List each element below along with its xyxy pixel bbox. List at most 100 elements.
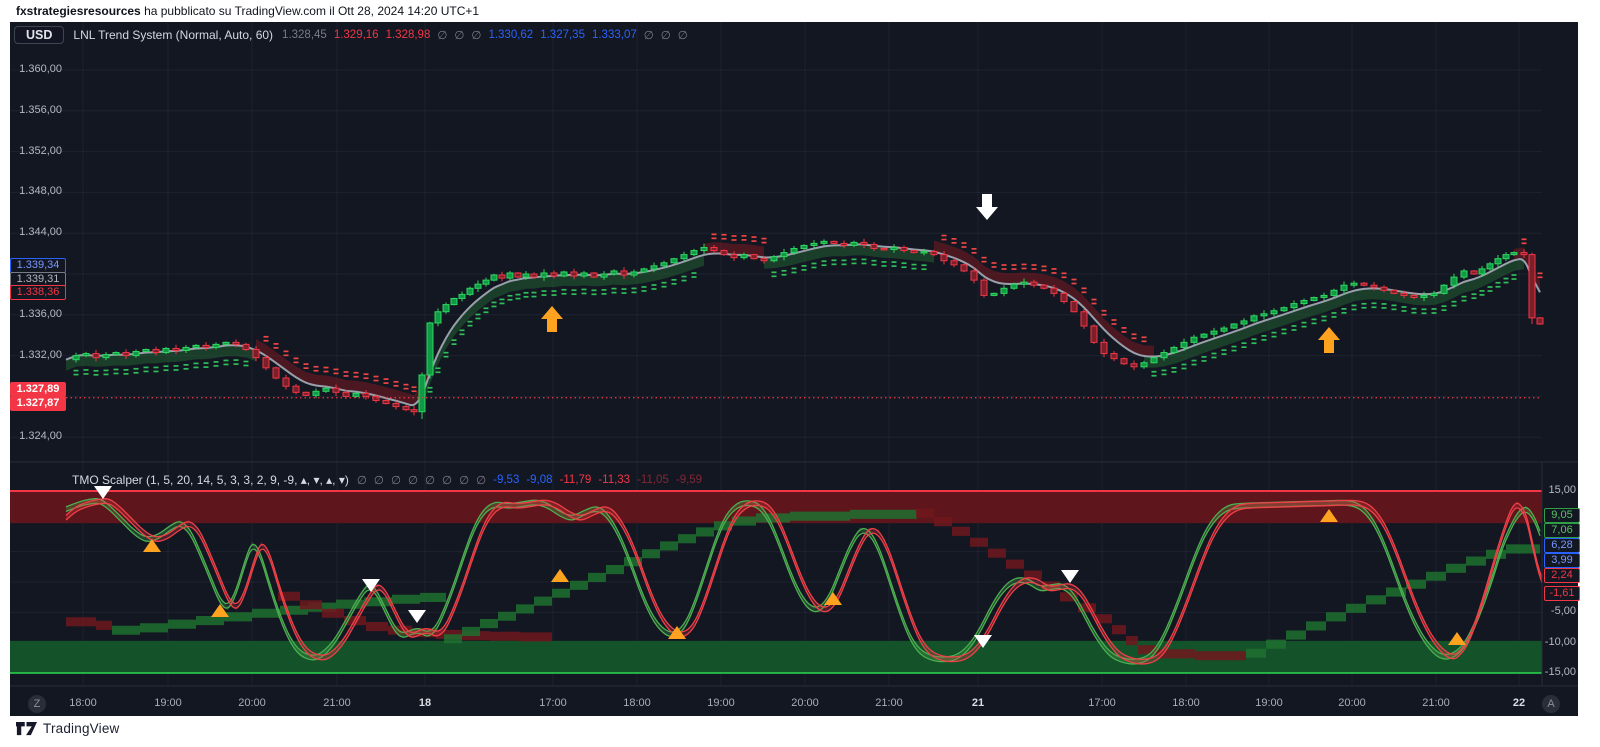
symbol-button[interactable]: USD xyxy=(14,26,65,44)
candle xyxy=(740,254,748,259)
time-axis-label: 21:00 xyxy=(875,697,903,709)
time-axis-label: 22 xyxy=(1512,697,1526,709)
time-axis-label: 19:00 xyxy=(1255,697,1283,709)
candle xyxy=(372,395,380,401)
time-axis-label: 17:00 xyxy=(539,697,567,709)
candle xyxy=(102,354,110,359)
candle xyxy=(182,346,190,352)
candle xyxy=(172,347,180,351)
candle xyxy=(1420,294,1428,298)
candle xyxy=(910,250,918,254)
candle xyxy=(1390,289,1398,294)
time-axis-label: 18:00 xyxy=(1172,697,1200,709)
trend-line xyxy=(65,243,1541,407)
candle xyxy=(392,403,400,408)
candle xyxy=(418,374,426,413)
candle xyxy=(1494,258,1502,265)
timezone-badge: Z xyxy=(28,695,46,713)
candle xyxy=(352,392,360,397)
candle xyxy=(1460,270,1468,278)
candle xyxy=(1250,315,1258,322)
price-axis-label: 1.332,00 xyxy=(19,348,62,361)
legend-value: ∅ xyxy=(643,30,654,42)
legend-value: ∅ xyxy=(459,475,470,487)
candle xyxy=(1180,341,1188,348)
legend-value: 1.328,45 xyxy=(282,29,327,41)
candle xyxy=(1350,282,1358,286)
candle xyxy=(232,341,240,345)
candle xyxy=(1030,281,1038,286)
candle xyxy=(1410,294,1418,298)
legend-value: ∅ xyxy=(677,30,688,42)
candle xyxy=(1260,313,1268,317)
candle xyxy=(302,391,310,396)
candle xyxy=(600,273,608,278)
candle xyxy=(970,270,978,281)
value-axis-label: -5,00 xyxy=(1550,605,1576,618)
legend-value: ∅ xyxy=(437,30,448,42)
price-box: 1.339,31 xyxy=(10,272,66,287)
candle xyxy=(660,262,668,267)
candle xyxy=(920,251,928,254)
candle xyxy=(1020,281,1028,285)
candle xyxy=(1220,327,1228,332)
candle xyxy=(1120,358,1128,365)
signal-markers xyxy=(94,194,1466,648)
candle xyxy=(282,377,290,387)
footer-brand[interactable]: TradingView xyxy=(16,721,120,736)
buy-arrow-marker xyxy=(1318,327,1340,353)
main-legend: USD LNL Trend System (Normal, Auto, 60) … xyxy=(14,25,688,45)
candle xyxy=(382,399,390,405)
candle xyxy=(1280,307,1288,312)
candle xyxy=(1450,276,1458,286)
price-box: 1.327,87 xyxy=(10,396,66,411)
candle xyxy=(466,287,474,295)
tmo-legend: TMO Scalper (1, 5, 20, 14, 5, 3, 3, 2, 9… xyxy=(72,471,702,489)
tmo-step-band-red xyxy=(66,617,112,630)
time-axis-label: 21 xyxy=(971,697,985,709)
legend-value: -11,05 xyxy=(637,474,669,486)
candle xyxy=(1370,284,1378,288)
value-axis-label: 15,00 xyxy=(1548,484,1576,496)
price-axis-label: 1.356,00 xyxy=(19,103,62,116)
time-axis-label: 20:00 xyxy=(791,697,819,709)
publication-info: ha pubblicato su TradingView.com il Ott … xyxy=(140,4,480,18)
sell-triangle-marker xyxy=(1061,570,1079,583)
buy-triangle-marker xyxy=(668,626,686,639)
candle xyxy=(1340,284,1348,291)
candle xyxy=(514,272,522,278)
candle xyxy=(940,254,948,262)
buy-triangle-marker xyxy=(824,592,842,605)
indicator-title-tmo[interactable]: TMO Scalper (1, 5, 20, 14, 5, 3, 3, 2, 9… xyxy=(72,473,349,487)
candle xyxy=(1320,294,1328,298)
candle xyxy=(950,260,958,266)
candle xyxy=(202,344,210,348)
candle xyxy=(1510,252,1518,256)
auto-scale-badge: A xyxy=(1542,695,1560,713)
legend-value: 1.329,16 xyxy=(333,29,379,41)
candle xyxy=(498,274,506,279)
candle xyxy=(1478,268,1486,275)
candle xyxy=(640,268,648,273)
candle xyxy=(142,348,150,353)
tmo-step-band-red xyxy=(916,508,1246,662)
indicator-title-lnl[interactable]: LNL Trend System (Normal, Auto, 60) xyxy=(73,28,274,42)
candle xyxy=(312,390,320,396)
candle xyxy=(1100,341,1108,355)
legend-value: -9,53 xyxy=(493,474,520,486)
candle xyxy=(1502,254,1510,260)
time-axis-label: 18 xyxy=(418,697,432,709)
candle xyxy=(1150,357,1158,364)
candle xyxy=(122,352,130,357)
legend-value: -9,08 xyxy=(526,474,553,486)
price-axis-label: 1.344,00 xyxy=(19,226,62,239)
candle xyxy=(690,250,698,256)
candle xyxy=(252,348,260,359)
time-axis-label: 21:00 xyxy=(1422,697,1450,709)
candle xyxy=(860,241,868,245)
candle xyxy=(1360,282,1368,286)
candle xyxy=(1536,317,1544,325)
candle xyxy=(1210,330,1218,335)
candle xyxy=(680,254,688,260)
